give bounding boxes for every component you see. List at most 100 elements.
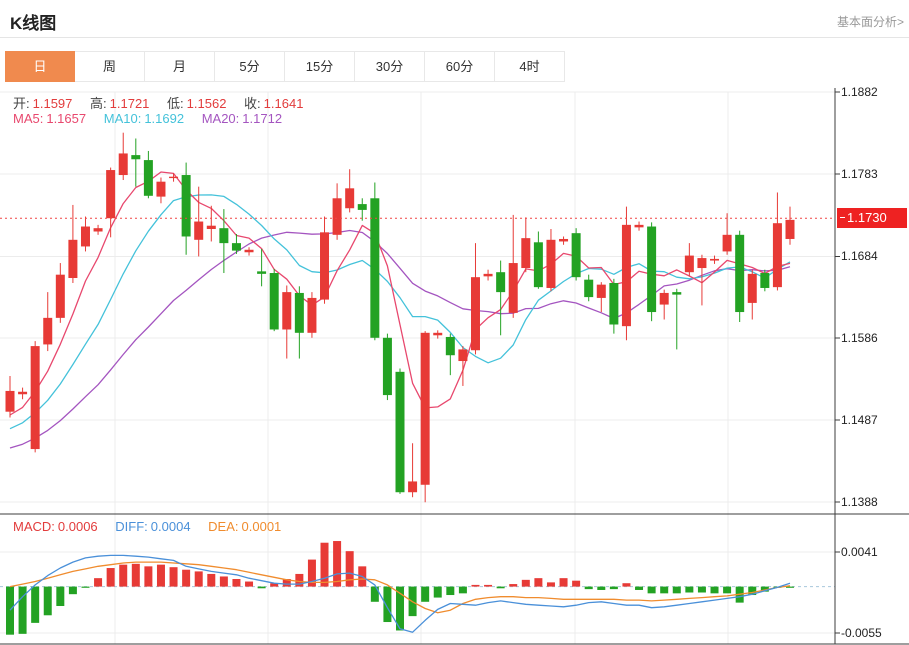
macd-bar bbox=[685, 586, 694, 593]
candle-body bbox=[30, 346, 40, 450]
candles bbox=[5, 132, 795, 503]
ma20-line bbox=[9, 229, 791, 449]
macd-bar bbox=[496, 586, 505, 589]
candle-body bbox=[118, 153, 128, 176]
axis-borders bbox=[0, 88, 909, 645]
macd-bar bbox=[597, 586, 606, 590]
candle-body bbox=[571, 233, 581, 278]
candle-body bbox=[634, 224, 644, 228]
diff-label: DIFF: bbox=[115, 519, 148, 534]
macd-bar bbox=[723, 586, 732, 594]
close-value: 1.1641 bbox=[263, 96, 304, 111]
macd-bar bbox=[697, 586, 706, 593]
candle-body bbox=[43, 317, 53, 345]
price-axis-label: 1.1783 bbox=[841, 167, 878, 182]
macd-value: 0.0006 bbox=[57, 519, 98, 534]
candle-body bbox=[533, 242, 543, 288]
candle-body bbox=[244, 249, 254, 253]
macd-bar bbox=[207, 573, 216, 587]
candle-body bbox=[219, 228, 229, 244]
high-label: 高: bbox=[90, 96, 107, 111]
ma20-value: 1.1712 bbox=[242, 111, 283, 126]
dea-label: DEA: bbox=[208, 519, 239, 534]
grid-lines bbox=[0, 91, 835, 644]
open-label: 开: bbox=[13, 96, 30, 111]
candle-body bbox=[294, 292, 304, 333]
candle-body bbox=[735, 234, 745, 313]
ma10-value: 1.1692 bbox=[144, 111, 185, 126]
macd-bar bbox=[471, 584, 480, 587]
candle-body bbox=[307, 297, 317, 333]
candle-body bbox=[470, 277, 480, 351]
ma10-label: MA10: bbox=[103, 111, 142, 126]
macd-bar bbox=[307, 559, 316, 587]
candle-body bbox=[433, 332, 443, 336]
fundamental-analysis-link[interactable]: 基本面分析> bbox=[836, 15, 904, 29]
macd-bar bbox=[257, 586, 266, 589]
tab-5min[interactable]: 5分 bbox=[215, 51, 285, 82]
candle-body bbox=[93, 228, 103, 232]
candle-body bbox=[584, 279, 594, 298]
candle-body bbox=[609, 282, 619, 325]
macd-bar bbox=[622, 583, 631, 587]
diff-value: 0.0004 bbox=[150, 519, 191, 534]
macd-axis-label: -0.0055 bbox=[841, 626, 882, 640]
macd-bar bbox=[295, 573, 304, 587]
ma5-line bbox=[9, 171, 791, 416]
candle-body bbox=[206, 225, 216, 230]
candle-body bbox=[521, 238, 531, 269]
candle-body bbox=[659, 292, 669, 305]
tab-60min[interactable]: 60分 bbox=[425, 51, 495, 82]
candle-body bbox=[5, 390, 15, 412]
period-tab-bar: 日周月 5分 15分 30分 60分 4时 bbox=[5, 51, 565, 82]
tab-day[interactable]: 日 bbox=[5, 51, 75, 82]
macd-bar bbox=[106, 568, 115, 587]
low-label: 低: bbox=[167, 96, 184, 111]
diff-line bbox=[9, 554, 791, 633]
candle-body bbox=[382, 337, 392, 396]
macd-bar bbox=[194, 571, 203, 587]
candle-body bbox=[496, 272, 506, 293]
macd-bar bbox=[282, 579, 291, 587]
candle-body bbox=[143, 160, 153, 196]
candle-body bbox=[420, 332, 430, 485]
macd-bar bbox=[43, 586, 52, 616]
candle-body bbox=[772, 223, 782, 288]
tab-30min[interactable]: 30分 bbox=[355, 51, 425, 82]
candle-body bbox=[181, 175, 191, 237]
macd-bar bbox=[446, 586, 455, 596]
macd-bar bbox=[433, 586, 442, 598]
candle-body bbox=[231, 243, 241, 251]
macd-axis-label: 0.0041 bbox=[841, 545, 878, 559]
candle-body bbox=[722, 234, 732, 252]
candle-body bbox=[332, 198, 342, 235]
candle-body bbox=[80, 226, 90, 247]
macd-bar bbox=[68, 586, 77, 595]
candle-body bbox=[282, 292, 292, 330]
candle-body bbox=[370, 198, 380, 338]
macd-bar bbox=[458, 586, 467, 594]
candle-body bbox=[106, 170, 116, 219]
widget-header: K线图 基本面分析> bbox=[0, 0, 909, 38]
dea-value: 0.0001 bbox=[241, 519, 282, 534]
candle-body bbox=[483, 273, 493, 277]
high-value: 1.1721 bbox=[109, 96, 150, 111]
tab-15min[interactable]: 15分 bbox=[285, 51, 355, 82]
candle-body bbox=[508, 263, 518, 313]
close-label: 收: bbox=[244, 96, 261, 111]
macd-bar bbox=[56, 586, 65, 606]
page-title: K线图 bbox=[10, 14, 57, 33]
macd-bar bbox=[484, 584, 493, 587]
tab-4hour[interactable]: 4时 bbox=[495, 51, 565, 82]
candle-body bbox=[68, 239, 78, 279]
candle-body bbox=[320, 232, 330, 300]
tab-week[interactable]: 周 bbox=[75, 51, 145, 82]
candle-body bbox=[269, 273, 279, 330]
candle-body bbox=[257, 271, 267, 274]
macd-bar bbox=[6, 586, 14, 635]
tab-month[interactable]: 月 bbox=[145, 51, 215, 82]
macd-bar bbox=[370, 586, 379, 602]
macd-bar bbox=[647, 586, 656, 594]
macd-bar bbox=[333, 541, 342, 587]
